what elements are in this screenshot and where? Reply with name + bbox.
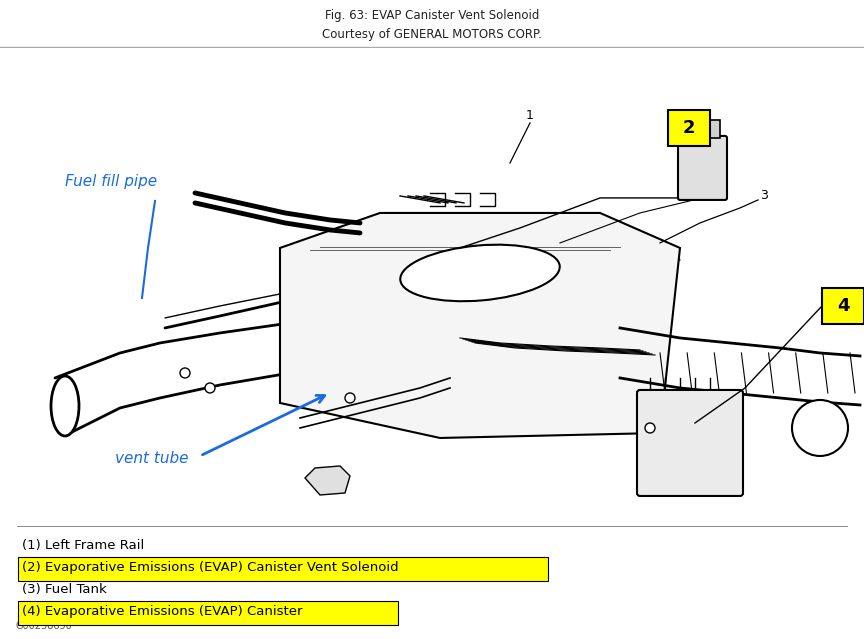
Circle shape <box>792 400 848 456</box>
Text: 3: 3 <box>760 189 768 203</box>
Circle shape <box>205 383 215 393</box>
Text: Courtesy of GENERAL MOTORS CORP.: Courtesy of GENERAL MOTORS CORP. <box>322 28 542 41</box>
Text: 4: 4 <box>836 297 849 315</box>
Text: 2: 2 <box>683 119 696 137</box>
Ellipse shape <box>400 245 560 301</box>
Circle shape <box>345 393 355 403</box>
Bar <box>18 601 398 625</box>
Text: Fig. 63: EVAP Canister Vent Solenoid: Fig. 63: EVAP Canister Vent Solenoid <box>325 9 539 22</box>
Text: (2) Evaporative Emissions (EVAP) Canister Vent Solenoid: (2) Evaporative Emissions (EVAP) Caniste… <box>22 562 398 574</box>
Polygon shape <box>305 466 350 495</box>
Text: G00258690: G00258690 <box>15 621 72 631</box>
Text: 1: 1 <box>526 109 534 123</box>
Text: (4) Evaporative Emissions (EVAP) Canister: (4) Evaporative Emissions (EVAP) Caniste… <box>22 606 302 619</box>
Text: Fuel fill pipe: Fuel fill pipe <box>65 174 157 189</box>
FancyBboxPatch shape <box>637 390 743 496</box>
FancyBboxPatch shape <box>822 288 864 324</box>
Text: (1) Left Frame Rail: (1) Left Frame Rail <box>22 539 144 553</box>
Bar <box>18 557 548 581</box>
Ellipse shape <box>51 376 79 436</box>
Text: vent tube: vent tube <box>115 451 188 466</box>
Text: (3) Fuel Tank: (3) Fuel Tank <box>22 583 107 596</box>
Polygon shape <box>280 213 680 438</box>
FancyBboxPatch shape <box>678 136 727 200</box>
Circle shape <box>645 423 655 433</box>
Bar <box>685 120 720 138</box>
Circle shape <box>180 368 190 378</box>
FancyBboxPatch shape <box>668 110 710 146</box>
